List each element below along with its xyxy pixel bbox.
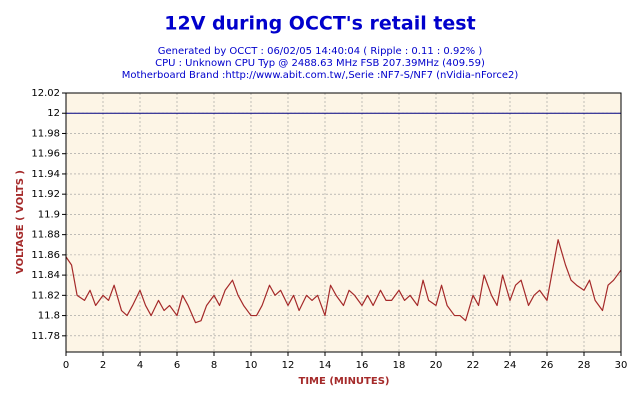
x-tick-label: 14	[319, 360, 332, 371]
x-tick-label: 24	[504, 360, 517, 371]
x-tick-label: 6	[174, 360, 180, 371]
x-tick-label: 28	[578, 360, 591, 371]
y-tick-label: 11.94	[31, 169, 60, 180]
y-tick-label: 11.78	[31, 331, 60, 342]
x-tick-label: 26	[541, 360, 554, 371]
x-tick-label: 10	[245, 360, 258, 371]
plot-area	[66, 93, 621, 352]
y-tick-label: 11.9	[38, 209, 60, 220]
x-tick-label: 4	[137, 360, 143, 371]
y-tick-label: 11.96	[31, 149, 60, 160]
x-axis-label: TIME (MINUTES)	[299, 376, 390, 387]
x-tick-label: 0	[63, 360, 69, 371]
x-tick-label: 22	[467, 360, 480, 371]
x-tick-label: 12	[282, 360, 295, 371]
x-tick-label: 2	[100, 360, 106, 371]
y-tick-label: 11.84	[31, 270, 60, 281]
y-tick-label: 11.86	[31, 250, 60, 261]
x-tick-label: 18	[393, 360, 406, 371]
y-tick-label: 11.82	[31, 290, 60, 301]
y-tick-label: 11.92	[31, 189, 60, 200]
y-tick-label: 11.98	[31, 128, 60, 139]
x-tick-label: 20	[430, 360, 443, 371]
subtitle: CPU : Unknown CPU Typ @ 2488.63 MHz FSB …	[155, 58, 485, 69]
y-axis-label: VOLTAGE ( VOLTS )	[15, 170, 26, 274]
plot-frame	[65, 92, 622, 353]
x-tick-label: 8	[211, 360, 217, 371]
data-line	[65, 239, 622, 324]
y-tick-label: 12.02	[31, 88, 60, 99]
chart-title: 12V during OCCT's retail test	[164, 13, 475, 35]
subtitle: Motherboard Brand :http://www.abit.com.t…	[122, 70, 519, 81]
x-tick-label: 16	[356, 360, 369, 371]
y-tick-label: 11.88	[31, 230, 60, 241]
x-tick-label: 30	[615, 360, 628, 371]
subtitle: Generated by OCCT : 06/02/05 14:40:04 ( …	[158, 46, 483, 57]
y-tick-label: 12	[47, 108, 60, 119]
y-tick-label: 11.8	[38, 311, 60, 322]
